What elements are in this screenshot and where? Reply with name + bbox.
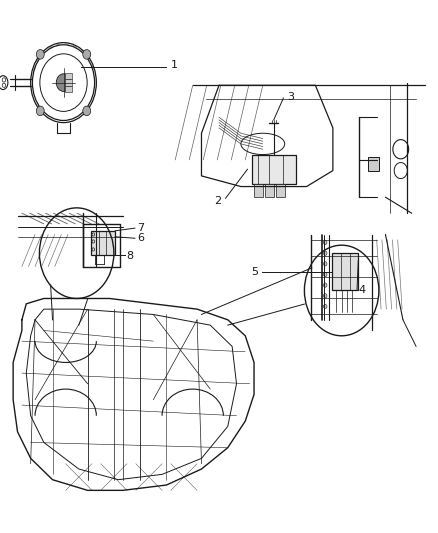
Circle shape xyxy=(323,272,327,277)
Bar xyxy=(332,253,358,290)
Text: 2: 2 xyxy=(214,197,221,206)
Text: 4: 4 xyxy=(358,286,365,295)
Text: 1: 1 xyxy=(171,60,178,70)
Circle shape xyxy=(83,106,91,116)
Circle shape xyxy=(56,74,71,92)
Circle shape xyxy=(36,106,44,116)
Bar xyxy=(91,231,115,255)
Circle shape xyxy=(323,304,327,309)
Bar xyxy=(65,79,72,86)
Circle shape xyxy=(36,50,44,59)
Circle shape xyxy=(323,262,327,266)
Bar xyxy=(252,155,296,184)
Text: 5: 5 xyxy=(251,267,258,277)
Text: 8: 8 xyxy=(126,251,133,261)
Bar xyxy=(265,184,274,197)
Circle shape xyxy=(323,240,327,245)
Text: 6: 6 xyxy=(137,233,144,243)
Circle shape xyxy=(323,251,327,255)
Circle shape xyxy=(323,294,327,298)
Bar xyxy=(276,184,285,197)
Bar xyxy=(65,73,72,79)
Bar xyxy=(65,86,72,92)
Circle shape xyxy=(323,283,327,287)
Text: 7: 7 xyxy=(137,223,144,233)
Bar xyxy=(368,157,379,171)
Bar xyxy=(254,184,263,197)
Circle shape xyxy=(83,50,91,59)
Text: 3: 3 xyxy=(287,92,294,102)
